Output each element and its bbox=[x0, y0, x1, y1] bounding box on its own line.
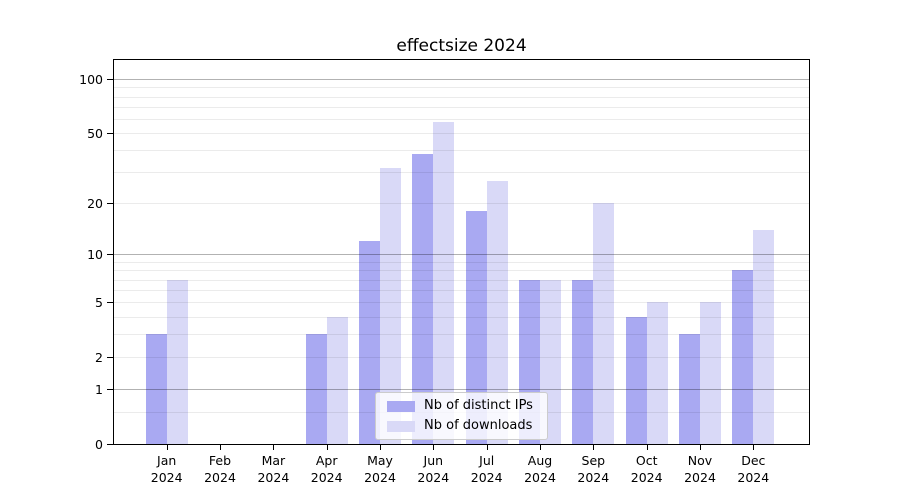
distinct-ips-swatch bbox=[387, 400, 415, 412]
nb-of-downloads-bar-may bbox=[380, 167, 401, 444]
y-tick-label: 2 bbox=[95, 349, 103, 365]
grid-line-minor bbox=[114, 334, 809, 336]
downloads-swatch bbox=[387, 420, 415, 432]
y-tick-mark bbox=[107, 133, 113, 135]
nb-of-downloads-bar-oct bbox=[646, 302, 668, 444]
grid-line-minor bbox=[114, 261, 809, 263]
legend-entry-distinct-ips: Nb of distinct IPs bbox=[387, 399, 539, 413]
x-tick-label: Dec 2024 bbox=[737, 453, 770, 486]
grid-line-minor bbox=[114, 96, 809, 98]
y-tick-label: 20 bbox=[87, 195, 103, 211]
grid-line-major bbox=[114, 254, 809, 256]
plot-area bbox=[113, 59, 810, 445]
nb-of-distinct-ips-bar-dec bbox=[732, 270, 754, 444]
x-tick-mark bbox=[220, 444, 221, 450]
x-tick-label: Jan 2024 bbox=[150, 453, 183, 486]
y-tick-mark bbox=[107, 357, 113, 359]
x-tick-label: Sep 2024 bbox=[577, 453, 610, 486]
grid-line-major bbox=[114, 389, 809, 391]
nb-of-downloads-bar-nov bbox=[700, 302, 721, 444]
y-tick-mark bbox=[107, 254, 113, 256]
nb-of-distinct-ips-bar-jan bbox=[145, 334, 167, 444]
nb-of-downloads-bar-dec bbox=[753, 229, 775, 444]
nb-of-downloads-bar-apr bbox=[326, 316, 348, 444]
legend: Nb of distinct IPs Nb of downloads bbox=[375, 392, 548, 440]
nb-of-distinct-ips-bar-may bbox=[359, 241, 380, 444]
x-tick-label: Feb 2024 bbox=[204, 453, 236, 486]
y-tick-mark bbox=[107, 79, 113, 80]
x-tick-label: Jun 2024 bbox=[417, 453, 450, 486]
nb-of-distinct-ips-bar-oct bbox=[625, 316, 647, 444]
nb-of-distinct-ips-bar-apr bbox=[305, 334, 327, 444]
x-tick-mark bbox=[326, 444, 328, 450]
grid-line-minor bbox=[114, 270, 809, 272]
y-tick-label: 10 bbox=[87, 246, 103, 262]
nb-of-downloads-bar-jun bbox=[433, 121, 455, 444]
x-tick-mark bbox=[486, 444, 488, 450]
x-tick-mark bbox=[753, 444, 755, 450]
x-tick-mark bbox=[166, 444, 168, 450]
grid-line-minor bbox=[114, 316, 809, 318]
grid-line-minor bbox=[114, 290, 809, 292]
x-tick-mark bbox=[380, 444, 381, 450]
grid-line-minor bbox=[114, 279, 809, 281]
y-tick-mark bbox=[107, 389, 113, 391]
legend-label-distinct-ips: Nb of distinct IPs bbox=[424, 398, 533, 413]
nb-of-downloads-bar-jul bbox=[486, 180, 508, 444]
grid-line-minor bbox=[114, 203, 809, 205]
y-tick-label: 1 bbox=[95, 381, 103, 397]
nb-of-distinct-ips-bar-nov bbox=[679, 334, 700, 444]
legend-entry-downloads: Nb of downloads bbox=[387, 419, 539, 433]
y-tick-label: 100 bbox=[79, 71, 103, 87]
y-tick-label: 0 bbox=[95, 436, 103, 452]
nb-of-downloads-bar-sep bbox=[593, 203, 615, 444]
x-tick-label: Mar 2024 bbox=[257, 453, 290, 486]
y-tick-mark bbox=[107, 444, 113, 445]
x-tick-label: Jul 2024 bbox=[470, 453, 503, 486]
grid-line-minor bbox=[114, 87, 809, 89]
grid-line-minor bbox=[114, 302, 809, 304]
grid-line-minor bbox=[114, 150, 809, 152]
nb-of-distinct-ips-bar-sep bbox=[572, 279, 594, 444]
legend-label-downloads: Nb of downloads bbox=[424, 418, 533, 433]
x-tick-mark bbox=[433, 444, 435, 450]
chart-title: effectsize 2024 bbox=[396, 36, 527, 56]
y-tick-mark bbox=[107, 302, 113, 304]
nb-of-downloads-bar-jan bbox=[166, 279, 188, 444]
grid-line-minor bbox=[114, 172, 809, 174]
grid-line-minor bbox=[114, 133, 809, 135]
grid-line-minor bbox=[114, 357, 809, 359]
x-tick-mark bbox=[700, 444, 701, 450]
x-tick-mark bbox=[593, 444, 595, 450]
grid-line-minor bbox=[114, 106, 809, 108]
y-tick-mark bbox=[107, 203, 113, 205]
x-tick-label: Aug 2024 bbox=[524, 453, 556, 486]
x-tick-mark bbox=[273, 444, 275, 450]
grid-line-major bbox=[114, 79, 809, 80]
x-tick-label: Oct 2024 bbox=[630, 453, 663, 486]
grid-line-minor bbox=[114, 118, 809, 120]
x-tick-label: May 2024 bbox=[364, 453, 396, 486]
nb-of-distinct-ips-bar-jul bbox=[465, 211, 487, 444]
x-tick-mark bbox=[646, 444, 648, 450]
x-tick-label: Apr 2024 bbox=[310, 453, 343, 486]
x-tick-label: Nov 2024 bbox=[684, 453, 716, 486]
y-tick-label: 5 bbox=[95, 294, 103, 310]
y-tick-label: 50 bbox=[87, 125, 103, 141]
nb-of-distinct-ips-bar-jun bbox=[412, 154, 434, 444]
x-tick-mark bbox=[540, 444, 541, 450]
